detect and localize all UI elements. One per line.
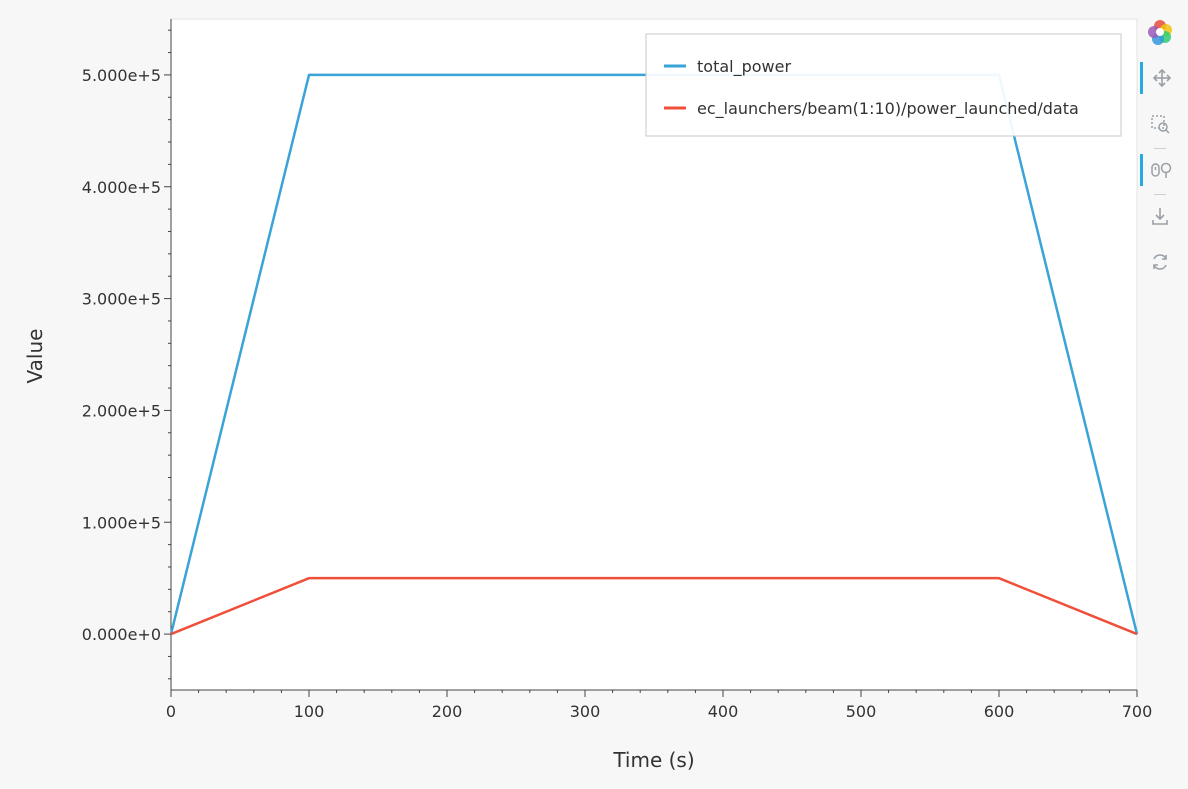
x-tick-label: 600 [984, 702, 1015, 721]
legend: total_power ec_launchers/beam(1:10)/powe… [645, 33, 1122, 137]
pan-icon[interactable] [1140, 62, 1180, 94]
x-axis-label: Time (s) [612, 748, 694, 772]
x-tick-label: 500 [846, 702, 877, 721]
y-tick-label: 4.000e+5 [82, 178, 161, 197]
x-tick-label: 100 [294, 702, 325, 721]
x-tick-label: 0 [166, 702, 176, 721]
y-tick-label: 1.000e+5 [82, 513, 161, 532]
wheel-zoom-icon[interactable] [1140, 154, 1180, 186]
legend-label-ec-launchers: ec_launchers/beam(1:10)/power_launched/d… [697, 99, 1079, 119]
save-icon[interactable] [1140, 200, 1180, 232]
reset-icon[interactable] [1140, 246, 1180, 278]
box-zoom-icon[interactable] [1140, 108, 1180, 140]
y-tick-label: 5.000e+5 [82, 66, 161, 85]
y-axis-label: Value [23, 329, 47, 384]
x-axis: 0 100 200 300 400 500 600 700 [166, 689, 1153, 721]
series-line-1 [170, 576, 1138, 636]
x-tick-label: 700 [1122, 702, 1153, 721]
x-tick-label: 300 [570, 702, 601, 721]
bokeh-logo-icon[interactable] [1140, 16, 1180, 48]
x-tick-label: 400 [708, 702, 739, 721]
y-tick-label: 0.000e+0 [82, 625, 161, 644]
legend-label-total-power: total_power [697, 57, 791, 77]
x-tick-label: 200 [432, 702, 463, 721]
toolbar-separator [1154, 194, 1166, 195]
legend-box [645, 33, 1122, 137]
toolbar-separator [1154, 148, 1166, 149]
y-axis: 0.000e+0 1.000e+5 2.000e+5 3.000e+5 4.000e+5… [82, 19, 172, 690]
y-tick-label: 2.000e+5 [82, 401, 161, 420]
y-tick-label: 3.000e+5 [82, 290, 161, 309]
toolbar [1140, 14, 1180, 274]
